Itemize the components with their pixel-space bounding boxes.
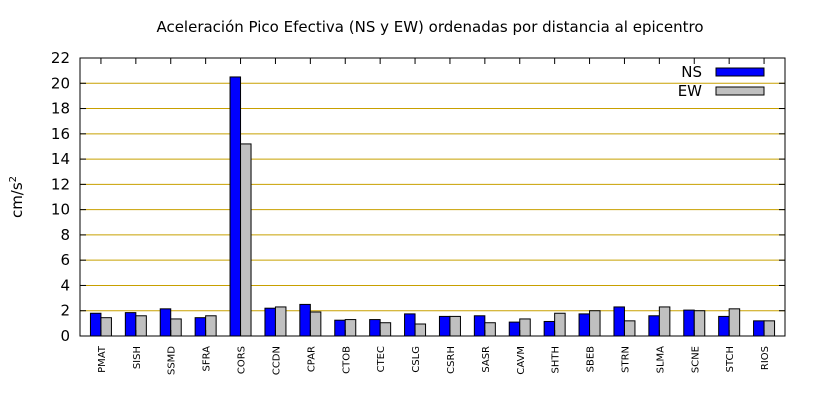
bar-ns-sbeb bbox=[578, 313, 591, 337]
x-tick-label: SSMD bbox=[167, 346, 178, 375]
x-tick-label: SISH bbox=[132, 346, 143, 369]
x-tick-label: STCH bbox=[725, 346, 736, 372]
x-tick-label: SCNE bbox=[690, 346, 701, 373]
x-axis-ticks: PMAT SISH SSMD SFRA CORS CCDN CPAR CTOB CTEC CSLG… bbox=[97, 58, 771, 375]
bar-ns-csrh bbox=[438, 315, 451, 337]
bar-ew-slma bbox=[658, 306, 671, 337]
bar-ns-cavm bbox=[508, 321, 521, 337]
x-tick-label: CSLG bbox=[411, 346, 422, 373]
x-tick-label: CORS bbox=[237, 346, 248, 374]
bar-ew-pmat bbox=[100, 317, 112, 337]
bar-ew-sbeb bbox=[589, 310, 601, 337]
bar-ns-cors bbox=[229, 76, 242, 337]
bar-ns-sasr bbox=[473, 315, 486, 337]
x-tick-label: SHTH bbox=[551, 346, 562, 374]
y-tick-label: 14 bbox=[51, 150, 70, 168]
bar-ew-stch bbox=[728, 308, 741, 337]
x-tick-label: CSRH bbox=[446, 346, 457, 374]
y-tick-label: 20 bbox=[51, 74, 70, 92]
bar-ns-stch bbox=[718, 315, 730, 337]
bar-ns-cslg bbox=[404, 313, 416, 337]
bar-ns-shth bbox=[543, 320, 556, 337]
x-tick-label: RIOS bbox=[760, 346, 771, 370]
bar-ew-cslg bbox=[414, 323, 427, 337]
bar-ew-cpar bbox=[309, 311, 322, 337]
x-tick-label: CCDN bbox=[271, 346, 282, 375]
bar-ns-rios bbox=[753, 320, 765, 337]
y-tick-label: 4 bbox=[60, 276, 70, 294]
bar-ew-sish bbox=[135, 315, 147, 337]
bar-ew-cors bbox=[240, 143, 252, 337]
bar-ew-scne bbox=[693, 310, 706, 337]
bar-ns-strn bbox=[613, 306, 625, 337]
x-tick-label: SLMA bbox=[655, 346, 666, 374]
y-axis-label-unit: cm/s bbox=[8, 182, 26, 218]
bar-ns-ctob bbox=[334, 319, 346, 337]
x-tick-label: CPAR bbox=[306, 346, 317, 372]
y-tick-label: 8 bbox=[60, 226, 70, 244]
bar-ew-ctob bbox=[344, 319, 357, 337]
bar-ew-shth bbox=[554, 312, 566, 337]
x-tick-label: STRN bbox=[620, 346, 631, 373]
bar-ns-cpar bbox=[299, 303, 311, 337]
bar-ns-scne bbox=[683, 309, 695, 337]
y-tick-label: 0 bbox=[60, 327, 70, 345]
bar-ew-ctec bbox=[379, 322, 392, 337]
y-tick-label: 16 bbox=[51, 125, 70, 143]
x-tick-label: SASR bbox=[481, 346, 492, 373]
bar-ns-ccdn bbox=[264, 307, 276, 337]
bar-ew-ssmd bbox=[170, 318, 182, 337]
legend-label-ns: NS bbox=[681, 63, 702, 81]
bar-ns-sfra bbox=[194, 317, 207, 337]
legend-label-ew: EW bbox=[678, 82, 702, 100]
x-tick-label: CAVM bbox=[516, 346, 527, 375]
x-tick-label: SBEB bbox=[586, 346, 597, 373]
legend-swatch-ns bbox=[715, 67, 765, 77]
x-tick-label: CTOB bbox=[341, 346, 352, 374]
bar-ns-ssmd bbox=[159, 308, 172, 337]
y-tick-label: 22 bbox=[51, 49, 70, 67]
bar-ew-sasr bbox=[484, 322, 496, 337]
plot-frame bbox=[79, 57, 786, 337]
x-tick-label: SFRA bbox=[202, 346, 213, 372]
bar-ew-strn bbox=[623, 320, 636, 337]
bar-ns-ctec bbox=[369, 319, 381, 337]
y-tick-label: 10 bbox=[51, 201, 70, 219]
y-axis-label: cm/s2 bbox=[8, 176, 26, 218]
y-tick-label: 2 bbox=[60, 302, 70, 320]
y-axis-label-superscript: 2 bbox=[8, 176, 19, 182]
bar-ew-ccdn bbox=[274, 306, 287, 337]
bar-ns-sish bbox=[124, 312, 137, 337]
y-axis-ticks: 0 2 4 6 8 10 12 14 16 18 20 22 bbox=[51, 49, 785, 345]
x-tick-label: PMAT bbox=[97, 345, 108, 373]
bars bbox=[89, 76, 776, 337]
bar-ew-csrh bbox=[449, 315, 461, 337]
y-tick-label: 12 bbox=[51, 175, 70, 193]
bar-ns-pmat bbox=[89, 312, 102, 337]
bar-ew-rios bbox=[763, 320, 776, 337]
y-tick-label: 18 bbox=[51, 100, 70, 118]
bar-ns-slma bbox=[648, 315, 660, 337]
grid-lines bbox=[80, 82, 785, 312]
chart-title: Aceleración Pico Efectiva (NS y EW) orde… bbox=[156, 18, 703, 36]
bar-ew-sfra bbox=[205, 315, 217, 337]
legend-swatch-ew bbox=[715, 86, 765, 96]
bar-ew-cavm bbox=[519, 318, 531, 337]
x-tick-label: CTEC bbox=[376, 346, 387, 372]
y-tick-label: 6 bbox=[60, 251, 70, 269]
